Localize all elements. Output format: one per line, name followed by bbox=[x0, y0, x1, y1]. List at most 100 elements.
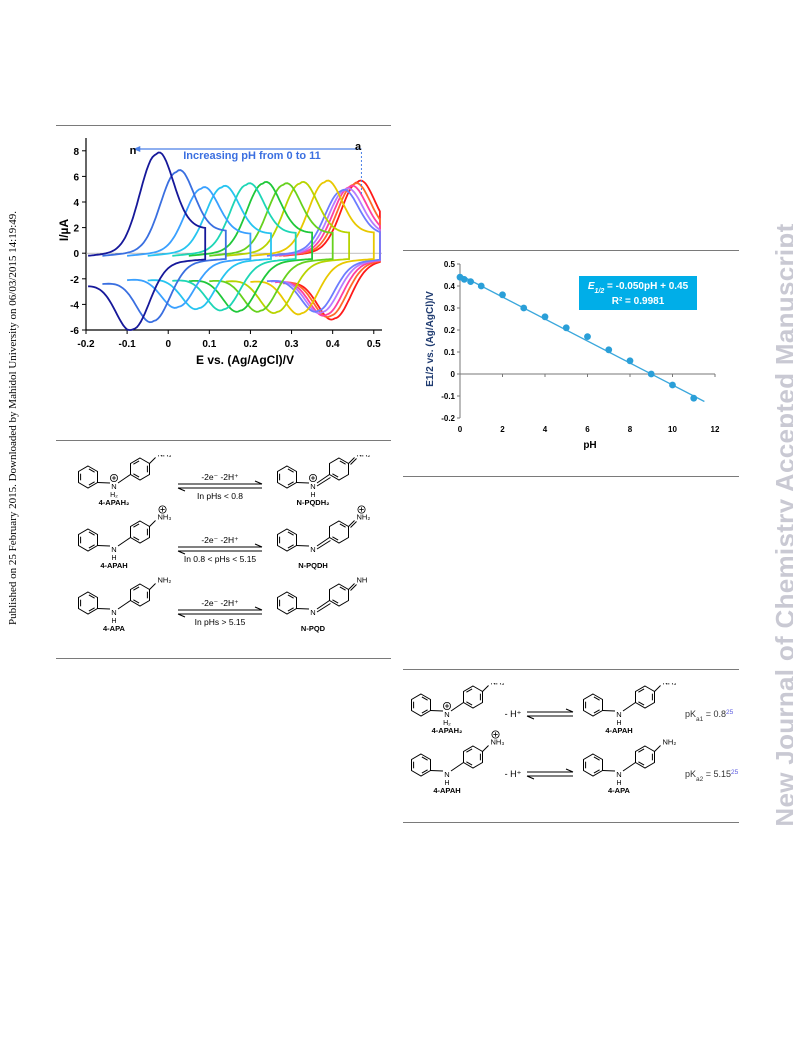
cv-curve bbox=[102, 169, 227, 324]
ph-data-point bbox=[690, 394, 698, 402]
double-bond bbox=[287, 607, 294, 612]
cv-chart: -6 -4 -2 0 2 4 6 8 -0.2 -0.1 0 0.1 0.2 0.3 0.4 0.5 I/µA… bbox=[57, 138, 382, 367]
r2-text: R² = 0.9981 bbox=[612, 296, 665, 307]
arrow-bottom-label: In 0.8 < pHs < 5.15 bbox=[184, 554, 257, 564]
rule-left-3 bbox=[56, 658, 391, 659]
benzene-ring bbox=[329, 583, 349, 607]
double-bond bbox=[638, 701, 645, 706]
single-bond bbox=[316, 537, 330, 547]
double-bond bbox=[88, 468, 95, 473]
double-bond bbox=[133, 586, 140, 591]
ph-x-tick-label: 6 bbox=[585, 425, 590, 434]
benzene-ring bbox=[411, 693, 431, 717]
double-bond bbox=[638, 688, 645, 693]
cv-y-tick-label: -2 bbox=[70, 275, 79, 286]
benzene-ring bbox=[130, 520, 150, 544]
atom-label: N bbox=[444, 710, 449, 719]
benzene-ring bbox=[130, 583, 150, 607]
cv-annotation: Increasing pH from 0 to 11 bbox=[183, 150, 321, 162]
benzene-ring bbox=[635, 745, 655, 769]
ph-data-point bbox=[520, 304, 528, 312]
journal-watermark: New Journal of Chemistry Accepted Manusc… bbox=[770, 223, 793, 827]
atom-label: H₂ bbox=[110, 492, 118, 499]
double-bond bbox=[339, 523, 346, 528]
equation-text: E1/2 = -0.050pH + 0.45 bbox=[588, 281, 689, 295]
reference-link: 25 bbox=[726, 709, 734, 716]
double-bond bbox=[316, 540, 331, 550]
single-bond bbox=[117, 474, 131, 484]
pka-value: = 5.15 bbox=[703, 769, 731, 779]
single-bond bbox=[296, 608, 310, 610]
cv-ph-arrowhead bbox=[133, 146, 141, 152]
positive-charge-icon bbox=[357, 505, 366, 514]
benzene-ring bbox=[130, 457, 150, 481]
cv-x-tick-label: 0.4 bbox=[326, 339, 340, 350]
single-bond bbox=[482, 685, 489, 692]
double-bond bbox=[287, 544, 294, 549]
ph-y-tick-label: 0.3 bbox=[444, 304, 456, 313]
single-bond bbox=[348, 520, 355, 527]
double-bond bbox=[421, 756, 428, 761]
reverse-arrowhead bbox=[177, 550, 186, 555]
double-bond bbox=[593, 769, 600, 774]
atom-label: N bbox=[310, 482, 315, 491]
double-bond bbox=[466, 701, 473, 706]
benzene-ring bbox=[277, 591, 297, 615]
double-bond bbox=[593, 696, 600, 701]
ph-x-tick-label: 8 bbox=[628, 425, 633, 434]
double-bond bbox=[133, 599, 140, 604]
atom-label: H bbox=[111, 555, 116, 562]
double-bond bbox=[350, 458, 357, 465]
ph-data-point bbox=[562, 324, 570, 332]
ph-y-label: E1/2 vs. (Ag/AgCl)/V bbox=[425, 291, 436, 387]
double-bond bbox=[287, 594, 294, 599]
double-bond bbox=[593, 756, 600, 761]
atom-label: H bbox=[111, 618, 116, 625]
single-bond bbox=[149, 583, 156, 590]
atom-label: NH₃ bbox=[491, 683, 505, 687]
atom-label: NH bbox=[357, 576, 368, 585]
single-bond bbox=[602, 770, 616, 772]
atom-label: NH₂ bbox=[357, 455, 371, 459]
cv-x-tick-label: 0.3 bbox=[285, 339, 299, 350]
compound-label: 4-APA bbox=[103, 624, 126, 633]
double-bond bbox=[350, 521, 357, 528]
reference-link: 25 bbox=[731, 769, 739, 776]
pka-p: pK bbox=[685, 769, 696, 779]
double-bond bbox=[287, 531, 294, 536]
cv-y-tick-label: 0 bbox=[73, 249, 79, 260]
double-bond bbox=[638, 748, 645, 753]
single-bond bbox=[296, 545, 310, 547]
ph-y-tick-label: 0.5 bbox=[444, 260, 456, 269]
cv-x-tick-label: -0.1 bbox=[118, 339, 136, 350]
ph-y-tick-label: -0.1 bbox=[441, 392, 455, 401]
rule-right-4 bbox=[403, 822, 739, 823]
arrow-top-label: -2e⁻ -2H⁺ bbox=[201, 535, 239, 545]
ph-data-point bbox=[467, 278, 475, 285]
atom-label: H bbox=[444, 780, 449, 787]
double-bond bbox=[466, 748, 473, 753]
atom-label: N bbox=[616, 710, 621, 719]
single-bond bbox=[316, 474, 330, 484]
positive-charge-icon bbox=[443, 701, 452, 710]
double-bond bbox=[421, 769, 428, 774]
ph-x-label: pH bbox=[583, 440, 596, 451]
single-bond bbox=[622, 762, 636, 772]
double-bond bbox=[421, 709, 428, 714]
single-bond bbox=[622, 702, 636, 712]
equation-box: E1/2 = -0.050pH + 0.45 R² = 0.9981 bbox=[579, 276, 697, 310]
pka-p: pK bbox=[685, 709, 696, 719]
benzene-ring bbox=[583, 693, 603, 717]
benzene-ring bbox=[78, 465, 98, 489]
atom-label: NH₃ bbox=[158, 513, 172, 522]
proton-loss-label: - H⁺ bbox=[505, 709, 522, 719]
reverse-arrowhead bbox=[177, 487, 186, 492]
reverse-arrowhead bbox=[177, 613, 186, 618]
double-bond bbox=[287, 481, 294, 486]
cv-y-tick-label: 2 bbox=[73, 224, 79, 235]
forward-arrowhead bbox=[254, 606, 263, 611]
double-bond bbox=[133, 523, 140, 528]
arrow-bottom-label: In pHs > 5.15 bbox=[195, 617, 246, 627]
cv-curve bbox=[188, 180, 313, 313]
